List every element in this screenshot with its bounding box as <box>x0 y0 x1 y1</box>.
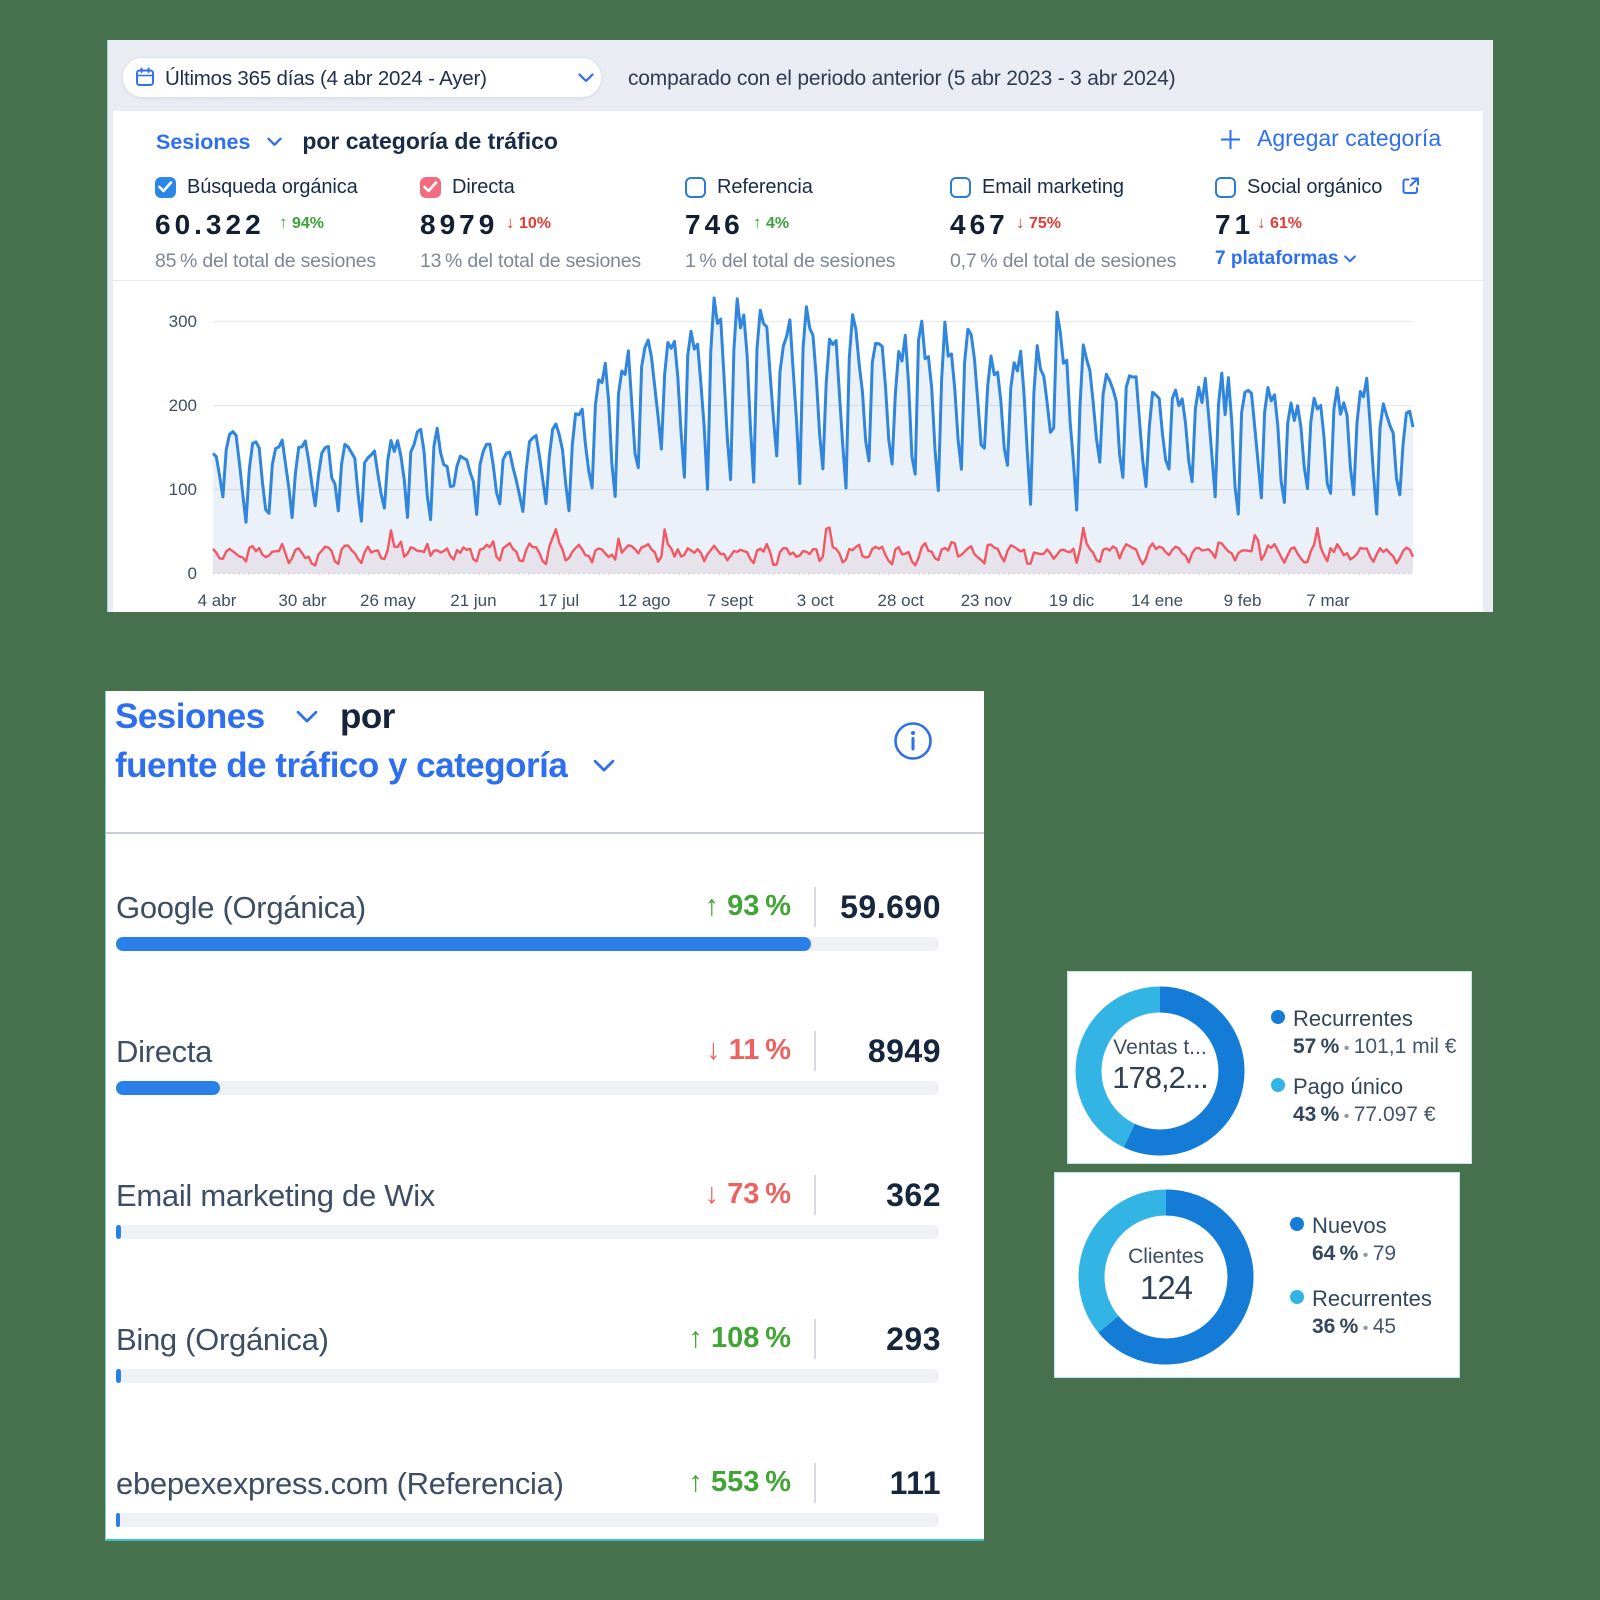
svg-text:21 jun: 21 jun <box>450 591 496 610</box>
svg-text:7 mar: 7 mar <box>1306 591 1350 610</box>
svg-text:7 sept: 7 sept <box>707 591 754 610</box>
svg-text:9 feb: 9 feb <box>1224 591 1262 610</box>
svg-text:14 ene: 14 ene <box>1131 591 1183 610</box>
svg-text:26 may: 26 may <box>360 591 416 610</box>
svg-text:30 abr: 30 abr <box>278 591 327 610</box>
svg-text:200: 200 <box>169 396 197 415</box>
svg-text:0: 0 <box>188 564 197 583</box>
svg-text:100: 100 <box>169 480 197 499</box>
svg-text:4 abr: 4 abr <box>198 591 237 610</box>
svg-text:3 oct: 3 oct <box>797 591 834 610</box>
svg-text:23 nov: 23 nov <box>961 591 1013 610</box>
svg-text:300: 300 <box>169 312 197 331</box>
svg-text:28 oct: 28 oct <box>878 591 925 610</box>
svg-text:17 jul: 17 jul <box>538 591 579 610</box>
svg-text:12 ago: 12 ago <box>618 591 670 610</box>
svg-text:19 dic: 19 dic <box>1049 591 1095 610</box>
